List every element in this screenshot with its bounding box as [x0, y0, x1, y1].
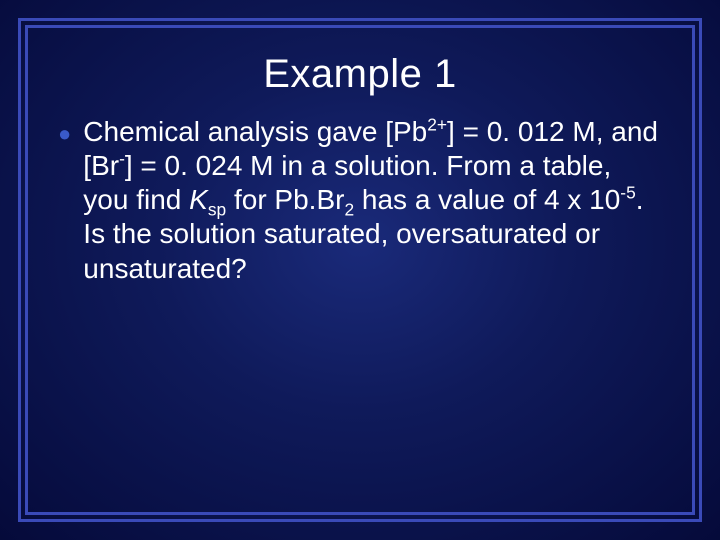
body-row: ● Chemical analysis gave [Pb2+] = 0. 012… — [58, 115, 662, 286]
slide: Example 1 ● Chemical analysis gave [Pb2+… — [0, 0, 720, 540]
outer-border: Example 1 ● Chemical analysis gave [Pb2+… — [18, 18, 702, 522]
body-text: Chemical analysis gave [Pb2+] = 0. 012 M… — [83, 115, 662, 286]
slide-title: Example 1 — [58, 52, 662, 97]
bullet-icon: ● — [58, 117, 71, 151]
inner-border: Example 1 ● Chemical analysis gave [Pb2+… — [25, 25, 695, 515]
